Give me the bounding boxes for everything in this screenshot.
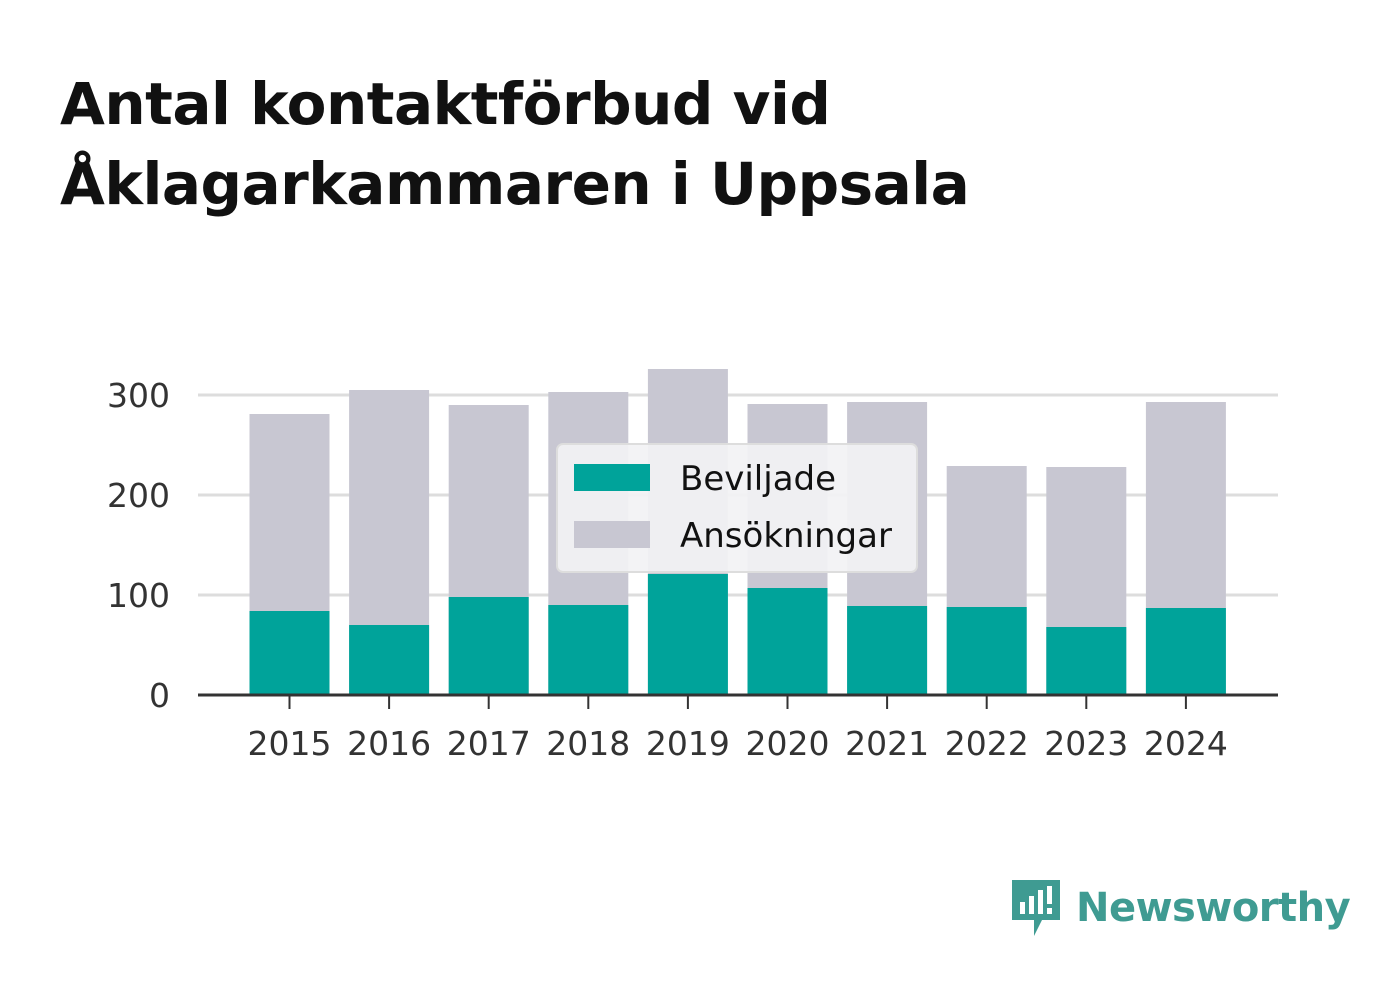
bar-beviljade-2021 xyxy=(847,606,928,695)
chart-title: Antal kontaktförbud vid Åklagarkammaren … xyxy=(60,64,1340,224)
chart-title-line-1: Antal kontaktförbud vid xyxy=(60,70,831,138)
brand-logo: Newsworthy xyxy=(1010,878,1351,938)
bar-beviljade-2023 xyxy=(1046,627,1127,695)
x-tick-label: 2022 xyxy=(945,724,1029,763)
legend-swatch-beviljade xyxy=(574,464,650,491)
bar-beviljade-2019 xyxy=(647,574,728,695)
x-tick-label: 2017 xyxy=(447,724,531,763)
bar-beviljade-2017 xyxy=(448,597,529,695)
x-tick-label: 2016 xyxy=(347,724,431,763)
x-tick-label: 2018 xyxy=(546,724,630,763)
y-tick-label: 100 xyxy=(107,576,170,615)
y-tick-label: 300 xyxy=(107,376,170,415)
x-tick-label: 2021 xyxy=(845,724,929,763)
brand-name: Newsworthy xyxy=(1076,885,1351,931)
newsworthy-logo-icon xyxy=(1012,880,1060,936)
bar-beviljade-2015 xyxy=(249,611,330,695)
bar-beviljade-2020 xyxy=(747,588,828,695)
legend-label: Beviljade xyxy=(680,459,836,499)
x-tick-label: 2024 xyxy=(1144,724,1228,763)
x-tick-label: 2020 xyxy=(746,724,830,763)
x-axis-ticks: 2015 2016 2017 2018 2019 2020 2021 2022 2023 2024 xyxy=(248,695,1228,763)
legend-swatch-anskningar xyxy=(574,521,650,548)
y-tick-label: 200 xyxy=(107,476,170,515)
bar-beviljade-2018 xyxy=(548,605,629,695)
legend: Beviljade Ansökningar xyxy=(556,443,918,573)
x-tick-label: 2023 xyxy=(1044,724,1128,763)
y-axis-ticks: 0 100 200 300 xyxy=(107,376,170,715)
chart-title-line-2: Åklagarkammaren i Uppsala xyxy=(60,150,970,218)
legend-label: Ansökningar xyxy=(680,516,892,556)
x-tick-label: 2015 xyxy=(248,724,332,763)
bars xyxy=(249,369,1226,695)
y-tick-label: 0 xyxy=(149,676,170,715)
bar-beviljade-2024 xyxy=(1145,608,1226,695)
bar-beviljade-2016 xyxy=(349,625,430,695)
bar-beviljade-2022 xyxy=(946,607,1027,695)
x-tick-label: 2019 xyxy=(646,724,730,763)
